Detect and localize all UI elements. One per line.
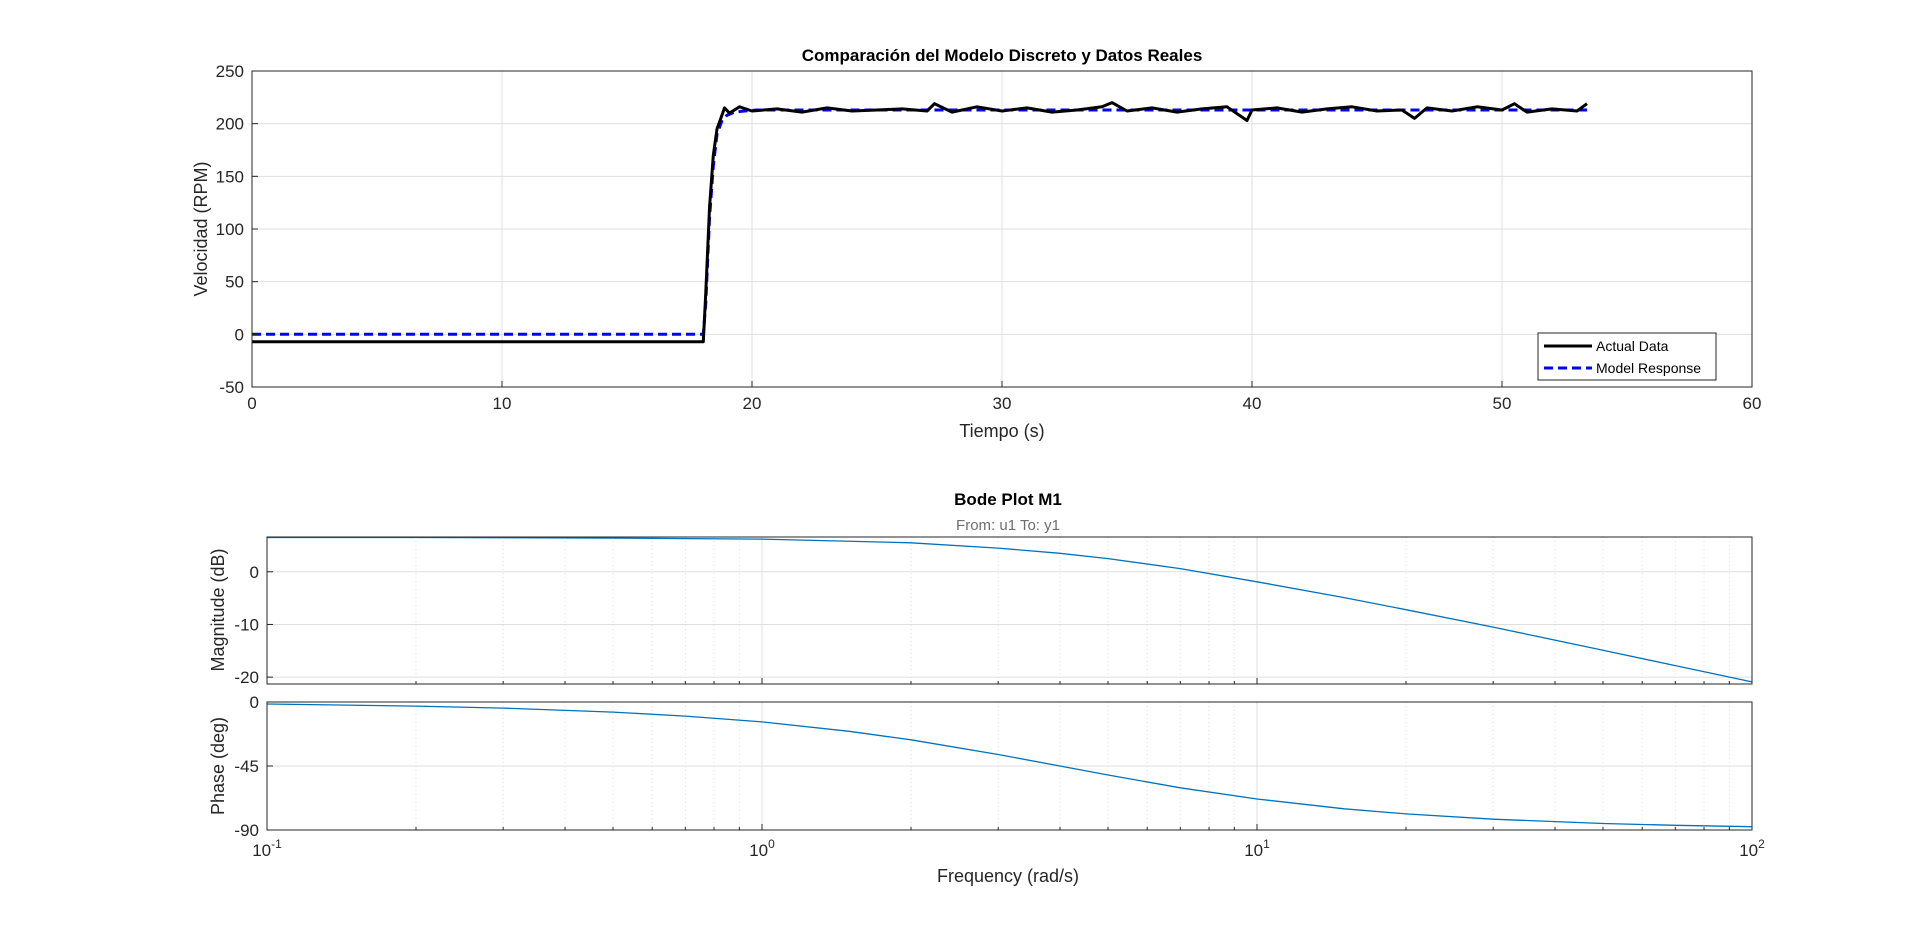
magnitude-ticks: -20 -10 0 (234, 563, 1730, 687)
legend-label-model-response: Model Response (1596, 360, 1701, 376)
phase-grid (266, 701, 1752, 831)
phase-y-tick-label: 0 (250, 693, 259, 712)
bode-chart: Bode Plot M1 From: u1 To: y1 -20 -10 0 Mag… (208, 490, 1765, 886)
frequency-tick-label: 102 (1739, 837, 1765, 860)
x-tick-label: 20 (743, 394, 762, 413)
y-tick-label: 200 (216, 115, 244, 134)
frequency-ticks: 10-1 100 101 102 (252, 837, 1765, 860)
y-tick-label: 0 (235, 325, 244, 344)
x-tick-label: 30 (993, 394, 1012, 413)
phase-series (266, 703, 1753, 828)
time-response-title: Comparación del Modelo Discreto y Datos … (802, 46, 1203, 65)
y-tick-label: 250 (216, 62, 244, 81)
magnitude-ylabel: Magnitude (dB) (208, 548, 228, 671)
time-response-xlabel: Tiempo (s) (959, 421, 1044, 441)
bode-phase-panel: -90 -45 0 Phase (deg) (208, 693, 1753, 840)
frequency-tick-label: 10-1 (252, 837, 282, 860)
frequency-xlabel: Frequency (rad/s) (937, 866, 1079, 886)
phase-y-tick-label: -45 (234, 757, 259, 776)
series-actual-data (252, 101, 1588, 344)
phase-y-tick-label: -90 (234, 821, 259, 840)
magnitude-y-tick-label: -20 (234, 668, 259, 687)
time-response-series (252, 101, 1588, 344)
x-tick-label: 10 (493, 394, 512, 413)
phase-curve (266, 703, 1753, 828)
y-tick-label: -50 (219, 378, 244, 397)
magnitude-y-tick-label: 0 (250, 563, 259, 582)
legend-box (1537, 332, 1717, 381)
magnitude-axes-box (266, 536, 1753, 685)
phase-ticks: -90 -45 0 (234, 693, 1730, 840)
frequency-tick-label: 101 (1244, 837, 1270, 860)
time-response-ylabel: Velocidad (RPM) (191, 161, 211, 296)
bode-title: Bode Plot M1 (954, 490, 1062, 509)
y-tick-label: 100 (216, 220, 244, 239)
bode-subtitle: From: u1 To: y1 (956, 517, 1060, 534)
frequency-tick-label: 100 (749, 837, 775, 860)
bode-magnitude-panel: -20 -10 0 Magnitude (dB) (208, 536, 1753, 687)
magnitude-y-tick-label: -10 (234, 615, 259, 634)
x-tick-label: 50 (1493, 394, 1512, 413)
magnitude-curve (267, 536, 1753, 683)
magnitude-grid (266, 537, 1752, 684)
x-tick-label: 60 (1743, 394, 1762, 413)
x-tick-label: 40 (1243, 394, 1262, 413)
phase-ylabel: Phase (deg) (208, 717, 228, 815)
y-tick-label: 150 (216, 167, 244, 186)
y-tick-label: 50 (225, 273, 244, 292)
magnitude-series (267, 536, 1753, 683)
x-tick-label: 0 (247, 394, 256, 413)
legend: Actual Data Model Response (1537, 332, 1717, 381)
legend-label-actual-data: Actual Data (1596, 338, 1669, 354)
